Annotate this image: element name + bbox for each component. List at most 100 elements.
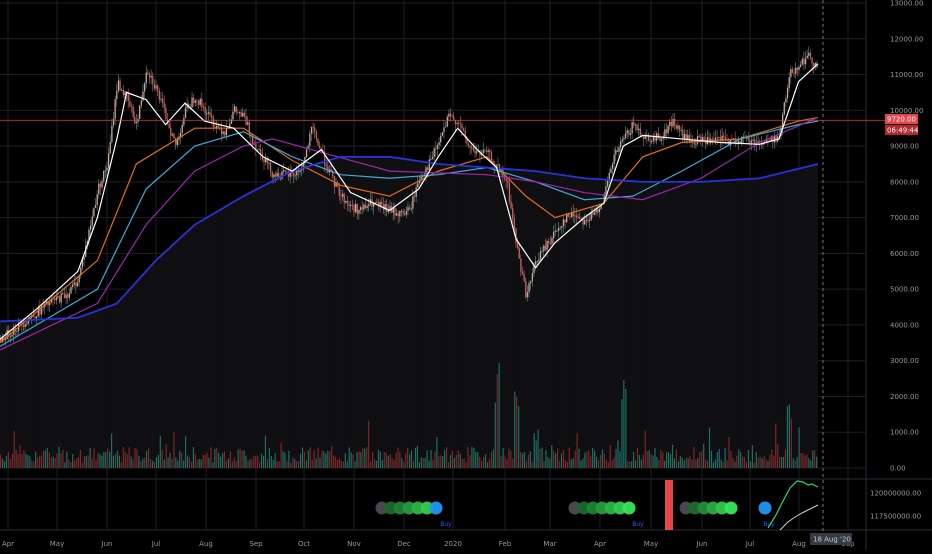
- volume-bar: [728, 436, 730, 468]
- volume-bar: [268, 448, 270, 468]
- volume-bg-bar: [494, 168, 496, 403]
- volume-bg-bar: [46, 319, 48, 448]
- volume-bar: [469, 454, 471, 468]
- candle-body: [88, 229, 90, 242]
- volume-bg-bar: [457, 165, 459, 451]
- volume-bg-bar: [745, 179, 748, 463]
- candle-body: [667, 125, 669, 134]
- candle-body: [654, 136, 656, 141]
- volume-bar: [329, 451, 331, 468]
- volume-bar: [568, 447, 570, 468]
- candle-body: [22, 324, 25, 327]
- volume-bg-bar: [586, 178, 588, 452]
- volume-bar: [185, 436, 187, 468]
- candle-body: [737, 141, 740, 144]
- volume-bar: [44, 450, 46, 468]
- candle-body: [482, 149, 484, 154]
- volume-bg-bar: [151, 264, 154, 461]
- candle-body: [705, 139, 707, 145]
- candle-body: [89, 225, 92, 230]
- volume-bar: [595, 456, 598, 468]
- candle-body: [309, 133, 311, 147]
- volume-bg-bar: [105, 307, 107, 452]
- volume-bar: [325, 453, 327, 468]
- volume-bar: [488, 458, 491, 468]
- volume-bg-bar: [755, 178, 757, 453]
- candle-body: [266, 158, 268, 164]
- volume-bar: [749, 461, 752, 468]
- volume-bg-bar: [520, 169, 522, 453]
- volume-bg-bar: [21, 320, 23, 454]
- candle-body: [305, 149, 308, 158]
- candle-body: [530, 281, 532, 284]
- candle-body: [191, 97, 193, 108]
- x-tick-label: Apr: [2, 540, 14, 548]
- volume-bar: [23, 450, 25, 468]
- volume-bg-bar: [74, 317, 76, 461]
- volume-bar: [697, 457, 699, 468]
- candle-body: [78, 274, 80, 283]
- candle-body: [561, 226, 563, 228]
- volume-bar: [210, 447, 212, 468]
- volume-bar: [126, 454, 128, 468]
- volume-bg-bar: [79, 317, 82, 450]
- volume-bar: [151, 460, 154, 468]
- volume-bg-bar: [453, 165, 455, 458]
- candle-body: [592, 212, 594, 215]
- volume-bar: [652, 455, 654, 468]
- volume-bar: [428, 460, 430, 468]
- candle-body: [652, 136, 655, 142]
- volume-bar: [255, 456, 257, 468]
- volume-bar: [360, 452, 362, 468]
- volume-bg-bar: [142, 275, 144, 459]
- volume-bar: [231, 461, 233, 468]
- y-tick-label: 9000.00: [890, 143, 919, 151]
- candle-body: [168, 124, 170, 128]
- candle-body: [574, 215, 576, 217]
- candle-body: [291, 172, 293, 174]
- volume-bg-bar: [157, 258, 159, 455]
- volume-bar: [753, 462, 755, 468]
- volume-bar: [331, 446, 333, 468]
- volume-bg-bar: [227, 205, 230, 459]
- y-tick-label: 6000.00: [890, 250, 919, 258]
- volume-bg-bar: [216, 212, 218, 448]
- volume-bar: [103, 451, 105, 468]
- volume-bar: [60, 453, 62, 468]
- candle-body: [624, 133, 627, 138]
- candle-body: [484, 149, 486, 151]
- candle-body: [215, 125, 218, 128]
- volume-bar: [588, 450, 590, 468]
- candle-body: [163, 102, 165, 108]
- price-axis[interactable]: 13000.00 12000.00 11000.00 10000.00 9000.00 8…: [870, 0, 923, 521]
- volume-bar: [235, 460, 237, 468]
- volume-bar: [173, 431, 175, 468]
- volume-bar: [504, 456, 506, 468]
- candle-body: [386, 204, 388, 213]
- volume-bar: [681, 457, 683, 468]
- volume-bar: [37, 457, 39, 468]
- volume-bg-bar: [483, 167, 485, 457]
- volume-bar: [97, 452, 99, 468]
- volume-bg-bar: [506, 168, 508, 459]
- volume-bar: [720, 459, 722, 468]
- volume-bg-bar: [253, 191, 255, 456]
- volume-bg-bar: [266, 184, 269, 459]
- volume-bg-bar: [426, 162, 428, 451]
- candle-body: [21, 322, 23, 325]
- volume-bg-bar: [463, 165, 465, 459]
- x-tick-label: Aug: [199, 540, 213, 548]
- volume-bar: [572, 458, 574, 468]
- candle-body: [312, 126, 314, 128]
- volume-bar: [114, 453, 117, 468]
- candle-body: [225, 127, 228, 136]
- candle-body: [559, 227, 561, 229]
- volume-bg-bar: [662, 181, 664, 453]
- volume-bg-bar: [397, 157, 399, 448]
- volume-bg-bar: [706, 181, 709, 461]
- volume-bg-bar: [37, 319, 39, 458]
- volume-bar: [582, 458, 584, 468]
- volume-bg-bar: [307, 166, 309, 451]
